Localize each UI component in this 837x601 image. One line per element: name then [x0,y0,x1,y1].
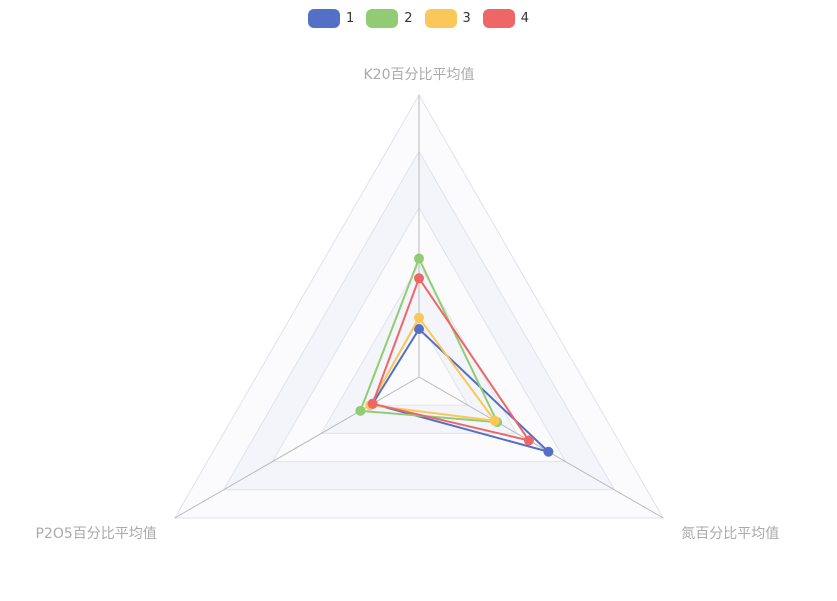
series-point-4-2 [367,398,378,409]
chart-legend: 1 2 3 4 [0,9,837,28]
legend-label: 2 [404,11,413,26]
radar-split-line [271,206,567,463]
legend-label: 1 [345,11,355,26]
legend-item-1[interactable]: 1 [307,9,355,28]
series-point-3-0 [414,312,424,323]
series-point-4-0 [414,273,424,284]
series-line-4 [371,277,530,442]
series-point-3-1 [489,415,500,426]
radar-split-line [173,94,665,519]
series-line-1 [371,328,550,453]
axis-label-2: P2O5百分比平均值 [35,526,156,542]
series-point-4-1 [523,435,534,446]
series-point-1-1 [543,446,554,457]
series-point-2-0 [414,253,424,264]
legend-label: 3 [462,11,471,26]
legend-item-2[interactable]: 2 [366,9,413,28]
legend-swatch [424,9,457,28]
series-point-2-2 [355,405,366,416]
axis-label-1: 氮百分比平均值 [681,526,779,542]
radar-axis-line [418,376,664,519]
legend-label: 4 [520,11,530,26]
radar-series-layer [355,253,554,457]
legend-swatch [366,9,399,28]
axis-label-0: K20百分比平均值 [364,67,475,83]
legend-item-4[interactable]: 4 [482,9,530,28]
legend-swatch [482,9,515,28]
series-point-1-0 [414,324,424,335]
series-line-3 [369,316,496,422]
radar-axis-line [174,376,420,519]
legend-swatch [307,9,340,28]
legend-item-3[interactable]: 3 [424,9,471,28]
radar-split-line [222,150,616,491]
